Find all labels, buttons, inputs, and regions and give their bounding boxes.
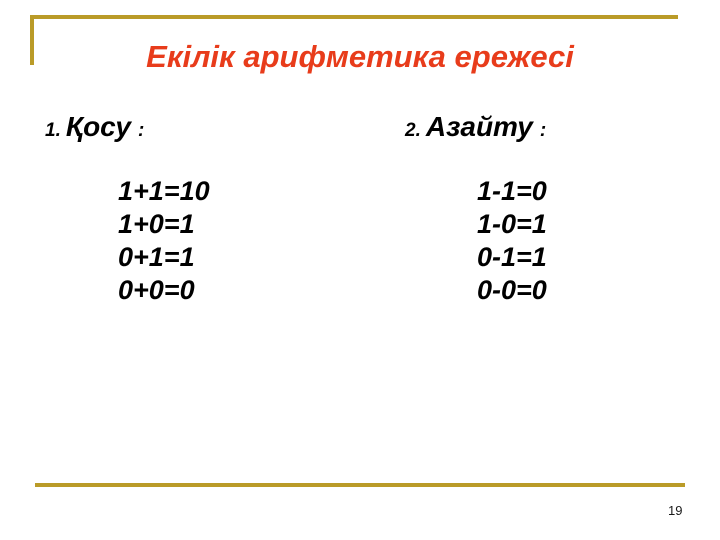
section-heading-subtraction: 2. Азайту: xyxy=(405,111,546,143)
page-number: 19 xyxy=(668,503,683,518)
slide-accent-top-line xyxy=(30,15,678,19)
equation-line: 1-0=1 xyxy=(477,209,547,239)
equation-line: 0-1=1 xyxy=(477,242,547,272)
section-number: 1. xyxy=(45,120,61,141)
equation-line: 1+0=1 xyxy=(118,209,195,239)
section-heading-addition: 1. Қосу: xyxy=(45,111,144,143)
equation-list-subtraction: 1-1=0 1-0=1 0-1=1 0-0=0 xyxy=(477,175,547,307)
equation-line: 0+1=1 xyxy=(118,242,195,272)
equation-line: 0-0=0 xyxy=(477,275,547,305)
section-heading-colon: : xyxy=(137,120,145,141)
equation-line: 1-1=0 xyxy=(477,176,547,206)
slide-title: Екілік арифметика ережесі xyxy=(146,39,574,74)
equation-line: 0+0=0 xyxy=(118,275,195,305)
slide-accent-bottom-line xyxy=(35,483,685,487)
equation-list-addition: 1+1=10 1+0=1 0+1=1 0+0=0 xyxy=(118,175,210,307)
equation-line: 1+1=10 xyxy=(118,176,210,206)
section-heading-label: Қосу xyxy=(65,111,131,142)
section-heading-label: Азайту xyxy=(425,111,533,142)
section-heading-colon: : xyxy=(539,120,547,141)
section-number: 2. xyxy=(405,120,421,141)
slide-accent-left-line xyxy=(30,15,34,65)
